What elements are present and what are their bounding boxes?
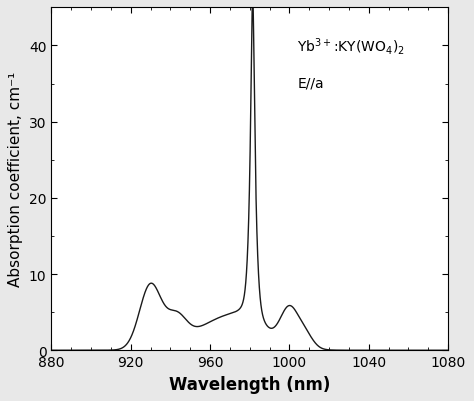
Y-axis label: Absorption coefficient, cm⁻¹: Absorption coefficient, cm⁻¹ [9,72,23,287]
Text: Yb$^{3+}$:KY(WO$_4$)$_2$: Yb$^{3+}$:KY(WO$_4$)$_2$ [297,36,405,57]
X-axis label: Wavelength (nm): Wavelength (nm) [169,375,330,393]
Text: E//a: E//a [297,77,324,91]
